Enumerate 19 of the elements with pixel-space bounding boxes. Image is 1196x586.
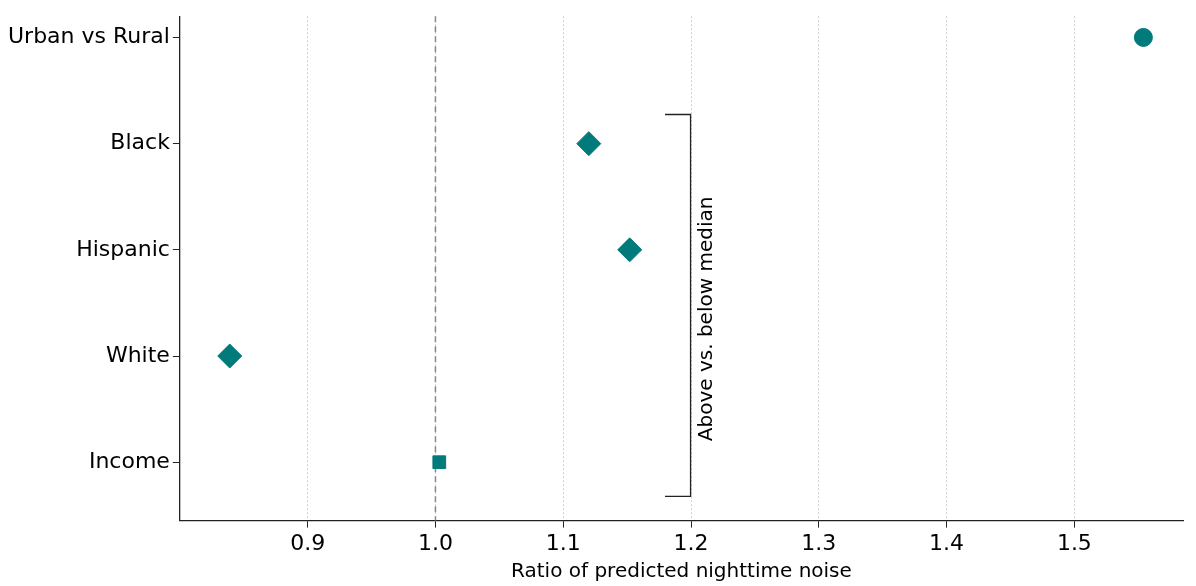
point bbox=[1133, 27, 1153, 47]
point bbox=[617, 237, 643, 263]
x-tick-label: 1.2 bbox=[673, 529, 709, 555]
annotation: Above vs. below median bbox=[693, 196, 718, 442]
x-tick-label: 1.0 bbox=[417, 529, 453, 555]
y-tick-label: Income bbox=[88, 447, 170, 473]
y-tick-label: Black bbox=[110, 129, 171, 155]
x-tick-label: 1.5 bbox=[1056, 529, 1092, 555]
x-axis-title: Ratio of predicted nighttime noise bbox=[511, 558, 852, 583]
x-tick-label: 1.3 bbox=[801, 529, 837, 555]
y-tick-label: Hispanic bbox=[76, 235, 170, 261]
y-tick-label: White bbox=[105, 341, 170, 367]
x-tick-label: 1.4 bbox=[929, 529, 965, 555]
y-tick-label: Urban vs Rural bbox=[7, 23, 170, 49]
point bbox=[217, 343, 243, 369]
point bbox=[432, 455, 447, 470]
point bbox=[576, 131, 602, 157]
x-tick-label: 1.1 bbox=[545, 529, 581, 555]
x-tick-label: 0.9 bbox=[290, 529, 326, 555]
